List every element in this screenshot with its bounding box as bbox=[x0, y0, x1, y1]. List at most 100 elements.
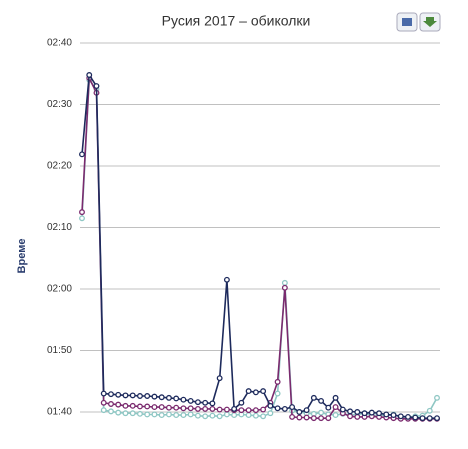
point-marker bbox=[260, 413, 267, 420]
point-marker bbox=[245, 407, 252, 414]
point-marker bbox=[376, 410, 382, 417]
point-marker bbox=[216, 413, 223, 420]
export-button[interactable] bbox=[419, 12, 441, 32]
point-marker bbox=[180, 405, 187, 412]
point-marker bbox=[310, 394, 317, 401]
point-marker bbox=[93, 83, 100, 89]
point-marker bbox=[274, 378, 281, 385]
point-marker bbox=[137, 393, 143, 399]
y-tick-label: 02:40 bbox=[47, 38, 72, 49]
point-marker bbox=[180, 412, 187, 419]
point-marker bbox=[144, 393, 151, 399]
point-marker bbox=[187, 405, 194, 412]
point-marker bbox=[100, 390, 107, 397]
point-marker bbox=[79, 209, 85, 216]
y-tick-label: 02:00 bbox=[47, 284, 72, 295]
point-marker bbox=[318, 415, 325, 422]
point-marker bbox=[165, 394, 172, 401]
point-marker bbox=[209, 400, 216, 407]
point-marker bbox=[144, 411, 151, 418]
point-marker bbox=[296, 409, 303, 415]
point-marker bbox=[86, 72, 93, 78]
point-marker bbox=[223, 276, 230, 283]
point-marker bbox=[194, 399, 201, 406]
point-marker bbox=[332, 394, 339, 401]
point-marker bbox=[397, 413, 404, 420]
point-marker bbox=[354, 413, 361, 420]
point-marker bbox=[216, 406, 223, 413]
point-marker bbox=[252, 389, 259, 396]
point-marker bbox=[165, 404, 172, 411]
point-marker bbox=[281, 279, 288, 286]
point-marker bbox=[144, 403, 151, 410]
y-tick-label: 02:20 bbox=[47, 161, 72, 172]
point-marker bbox=[289, 413, 296, 420]
point-marker bbox=[347, 408, 354, 415]
point-marker bbox=[137, 403, 143, 410]
point-marker bbox=[108, 391, 114, 398]
point-marker bbox=[245, 388, 252, 395]
point-marker bbox=[180, 396, 187, 403]
point-marker bbox=[100, 407, 107, 414]
point-marker bbox=[260, 388, 267, 395]
point-marker bbox=[405, 413, 411, 420]
point-marker bbox=[368, 409, 375, 416]
point-marker bbox=[173, 395, 180, 402]
point-marker bbox=[318, 397, 325, 404]
point-marker bbox=[209, 405, 216, 412]
point-marker bbox=[129, 410, 136, 417]
y-tick-label: 01:50 bbox=[47, 345, 72, 356]
point-marker bbox=[151, 393, 158, 400]
point-marker bbox=[151, 404, 158, 411]
point-marker bbox=[289, 404, 296, 411]
point-marker bbox=[390, 412, 397, 419]
point-marker bbox=[129, 392, 136, 399]
point-marker bbox=[310, 415, 317, 422]
point-marker bbox=[296, 414, 303, 421]
point-marker bbox=[115, 391, 122, 398]
point-marker bbox=[281, 284, 288, 291]
point-marker bbox=[79, 215, 85, 222]
y-tick-label: 02:10 bbox=[47, 222, 72, 233]
point-marker bbox=[158, 394, 165, 401]
point-marker bbox=[267, 402, 274, 409]
point-marker bbox=[332, 412, 339, 419]
point-marker bbox=[165, 411, 172, 418]
point-marker bbox=[216, 375, 223, 382]
point-marker bbox=[318, 409, 325, 416]
point-marker bbox=[202, 399, 209, 406]
point-marker bbox=[137, 410, 143, 417]
point-marker bbox=[325, 415, 332, 422]
point-marker bbox=[281, 405, 288, 412]
point-marker bbox=[158, 412, 165, 419]
point-marker bbox=[151, 411, 158, 418]
point-marker bbox=[122, 392, 129, 399]
point-marker bbox=[108, 401, 114, 407]
point-marker bbox=[426, 415, 433, 422]
point-marker bbox=[187, 397, 194, 404]
point-marker bbox=[187, 411, 194, 418]
point-marker bbox=[115, 409, 122, 416]
point-marker bbox=[108, 408, 114, 415]
print-button[interactable] bbox=[396, 12, 418, 32]
point-marker bbox=[303, 407, 310, 414]
point-marker bbox=[274, 390, 281, 397]
point-marker bbox=[252, 407, 259, 414]
point-marker bbox=[122, 402, 129, 409]
point-marker bbox=[238, 407, 245, 414]
point-marker bbox=[115, 401, 122, 408]
y-tick-label: 02:30 bbox=[47, 99, 72, 110]
point-marker bbox=[231, 405, 238, 412]
y-axis-label: Време bbox=[16, 239, 28, 274]
point-marker bbox=[274, 405, 281, 412]
point-marker bbox=[202, 413, 209, 420]
point-marker bbox=[209, 412, 216, 419]
point-marker bbox=[194, 405, 201, 412]
point-marker bbox=[194, 412, 201, 419]
point-marker bbox=[79, 151, 85, 158]
point-marker bbox=[129, 402, 136, 409]
point-marker bbox=[202, 405, 209, 412]
